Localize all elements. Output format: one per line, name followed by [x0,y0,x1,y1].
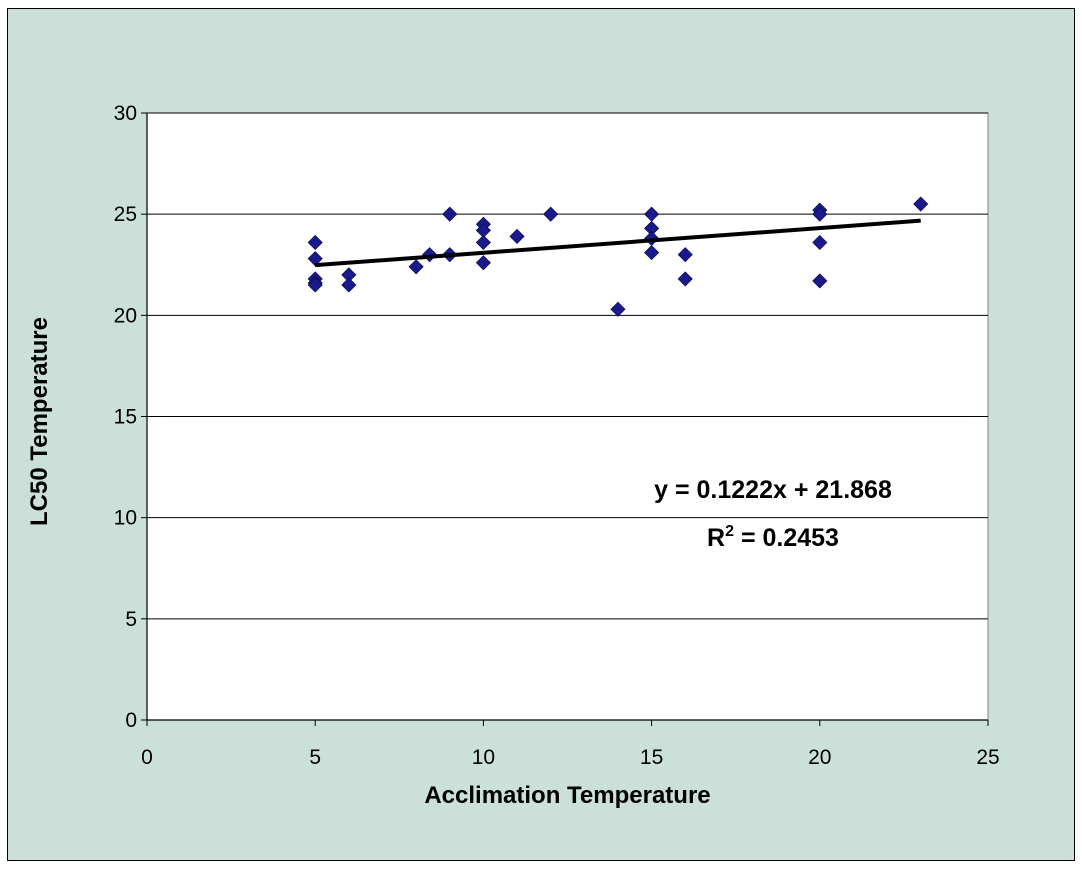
y-tick-label: 30 [114,102,137,125]
trendline-equation: y = 0.1222x + 21.868 [654,476,892,504]
y-axis-title: LC50 Temperature [26,317,53,526]
data-points [307,196,929,317]
data-point-1 [307,251,323,267]
data-point-23 [677,271,693,287]
x-tick-label: 25 [976,746,999,769]
x-tick-label: 15 [640,746,663,769]
r-squared-prefix: R [707,524,725,552]
y-tick-label: 20 [114,304,137,327]
x-tick-label: 20 [808,746,831,769]
data-point-13 [475,234,491,251]
data-point-25 [812,206,828,222]
y-tick-label: 25 [114,203,137,226]
axes [141,112,989,726]
y-tick-label: 15 [114,406,137,429]
x-tick-label: 10 [472,746,495,769]
data-point-4 [307,277,323,293]
data-point-22 [677,247,693,263]
trendline-group [315,218,921,268]
data-point-14 [475,255,491,271]
y-tick-label: 5 [125,608,137,631]
y-tick-label: 10 [114,507,137,530]
data-point-27 [812,273,828,289]
x-tick-label: 0 [141,746,153,769]
gridlines [147,112,988,620]
x-axis-title: Acclimation Temperature [424,782,710,809]
data-point-9 [442,206,458,222]
data-point-15 [509,228,525,244]
tick-labels: 0 5 10 15 20 25 30 0 5 10 15 20 25 [114,102,1000,769]
data-point-21 [644,245,660,261]
data-point-17 [610,301,626,317]
data-point-7 [408,259,424,275]
data-point-0 [307,234,323,251]
data-point-16 [543,206,559,222]
trendline [315,218,921,268]
r-squared-superscript: 2 [725,523,734,540]
data-point-26 [812,234,828,251]
r-squared-label: R2 = 0.2453 [707,523,839,552]
r-squared-value: = 0.2453 [734,524,839,552]
y-tick-label: 0 [125,709,137,732]
x-tick-label: 5 [309,746,321,769]
data-point-6 [341,277,357,293]
data-point-28 [913,196,929,212]
